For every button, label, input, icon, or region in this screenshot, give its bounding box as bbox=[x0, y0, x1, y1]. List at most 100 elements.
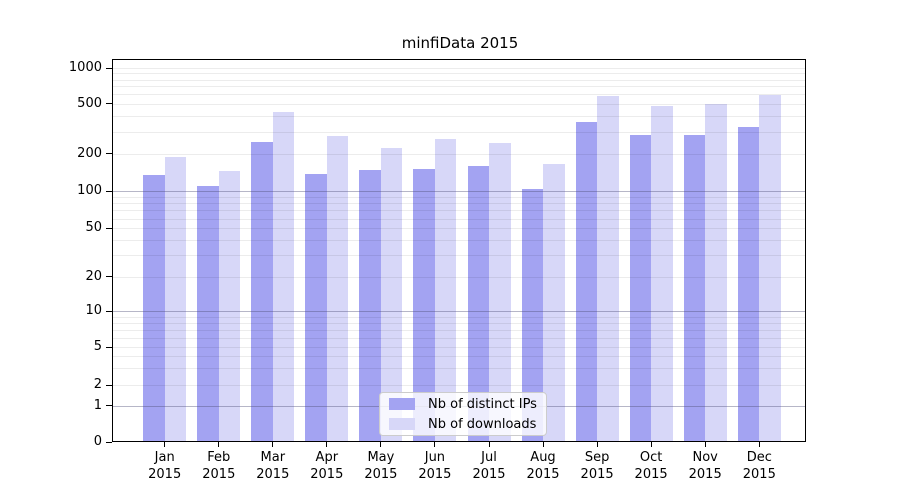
y-tick-label: 5 bbox=[93, 339, 102, 354]
x-label-month: Mar bbox=[260, 450, 286, 465]
bar-downloads-mar bbox=[272, 111, 295, 442]
x-label-year: 2015 bbox=[418, 467, 452, 482]
x-label-month: Jun bbox=[424, 450, 446, 465]
legend-swatch-downloads bbox=[389, 418, 415, 430]
bars-layer bbox=[112, 59, 806, 442]
y-tick-mark bbox=[106, 153, 112, 154]
bar-distinct-ips-feb bbox=[197, 186, 219, 442]
x-label-year: 2015 bbox=[688, 467, 722, 482]
x-tick-mark bbox=[704, 442, 706, 447]
x-label-year: 2015 bbox=[202, 467, 236, 482]
x-tick-label-feb: Feb 2015 bbox=[191, 449, 247, 483]
chart-title: minfiData 2015 bbox=[401, 34, 519, 52]
bar-distinct-ips-nov bbox=[683, 135, 706, 442]
x-label-year: 2015 bbox=[310, 467, 344, 482]
x-label-month: Aug bbox=[530, 450, 556, 465]
x-label-year: 2015 bbox=[580, 467, 614, 482]
x-label-year: 2015 bbox=[364, 467, 398, 482]
bar-distinct-ips-aug bbox=[521, 188, 544, 442]
x-label-month: Apr bbox=[315, 450, 339, 465]
bar-distinct-ips-may bbox=[359, 169, 381, 442]
x-tick-mark bbox=[488, 442, 490, 447]
x-label-month: Feb bbox=[207, 450, 231, 465]
x-tick-mark bbox=[164, 442, 166, 447]
y-tick-label: 1 bbox=[93, 397, 102, 413]
bar-downloads-dec bbox=[759, 94, 781, 442]
x-tick-label-nov: Nov 2015 bbox=[677, 449, 733, 483]
x-tick-mark bbox=[434, 442, 436, 447]
x-label-month: Jul bbox=[481, 450, 497, 465]
x-label-year: 2015 bbox=[526, 467, 560, 482]
bar-downloads-jun bbox=[434, 138, 457, 442]
x-tick-mark bbox=[326, 442, 328, 447]
x-label-year: 2015 bbox=[472, 467, 506, 482]
y-tick-mark bbox=[106, 441, 112, 443]
x-tick-label-jul: Jul 2015 bbox=[461, 449, 517, 483]
bar-downloads-aug bbox=[543, 164, 565, 442]
y-tick-mark bbox=[106, 103, 112, 105]
x-tick-mark bbox=[218, 442, 220, 447]
x-axis: Jan 2015 Feb 2015 Mar 2015 Apr 2015 May 2015 Jun 20… bbox=[112, 59, 806, 482]
x-tick-label-dec: Dec 2015 bbox=[731, 449, 787, 483]
y-tick-mark bbox=[106, 405, 112, 407]
y-axis: 0 1 2 5 10 20 50 100 200 500 1000 bbox=[69, 59, 806, 449]
x-tick-label-mar: Mar 2015 bbox=[245, 449, 301, 483]
y-tick-mark bbox=[106, 276, 112, 278]
bar-distinct-ips-jan bbox=[143, 175, 165, 442]
y-tick-label: 10 bbox=[85, 303, 102, 319]
y-tick-mark bbox=[106, 67, 112, 69]
x-label-month: Sep bbox=[584, 450, 610, 465]
x-tick-mark bbox=[542, 442, 544, 447]
bar-distinct-ips-mar bbox=[251, 142, 273, 442]
bar-distinct-ips-sep bbox=[575, 121, 598, 442]
bar-distinct-ips-dec bbox=[737, 127, 760, 442]
y-tick-label: 50 bbox=[85, 220, 102, 236]
bar-downloads-sep bbox=[597, 96, 619, 442]
bar-downloads-feb bbox=[218, 170, 241, 442]
y-tick-mark bbox=[106, 310, 112, 312]
legend-label-distinct-ips: Nb of distinct IPs bbox=[428, 396, 537, 412]
x-label-month: Nov bbox=[692, 450, 718, 465]
bar-downloads-oct bbox=[651, 106, 673, 442]
plot-area: 0 1 2 5 10 20 50 100 200 500 1000 Jan 2015 Feb 2015 Ma… bbox=[69, 59, 806, 482]
legend-item-downloads: Nb of downloads bbox=[389, 417, 537, 432]
x-label-month: May bbox=[367, 450, 395, 465]
x-label-month: Dec bbox=[746, 450, 772, 465]
bar-distinct-ips-jul bbox=[467, 166, 489, 442]
x-tick-label-aug: Aug 2015 bbox=[515, 449, 571, 483]
y-tick-label: 200 bbox=[77, 145, 102, 161]
y-tick-mark bbox=[106, 227, 112, 229]
x-label-year: 2015 bbox=[148, 467, 182, 482]
x-tick-mark bbox=[380, 442, 382, 447]
legend-item-distinct-ips: Nb of distinct IPs bbox=[389, 397, 537, 412]
y-tick-mark bbox=[106, 346, 112, 348]
y-tick-label: 2 bbox=[93, 377, 102, 392]
y-tick-label: 500 bbox=[77, 95, 102, 111]
x-tick-label-oct: Oct 2015 bbox=[623, 449, 679, 483]
x-label-year: 2015 bbox=[742, 467, 776, 482]
bar-distinct-ips-apr bbox=[305, 174, 327, 442]
y-tick-mark bbox=[106, 384, 112, 386]
x-tick-mark bbox=[272, 442, 274, 447]
legend: Nb of distinct IPs Nb of downloads bbox=[379, 392, 547, 436]
bar-downloads-apr bbox=[326, 136, 349, 442]
y-tick-label: 100 bbox=[77, 183, 102, 199]
y-tick-mark bbox=[106, 190, 112, 192]
x-tick-label-sep: Sep 2015 bbox=[569, 449, 625, 483]
x-tick-mark bbox=[596, 442, 598, 447]
x-label-month: Jan bbox=[154, 450, 175, 465]
x-tick-label-may: May 2015 bbox=[353, 449, 409, 483]
bar-downloads-nov bbox=[705, 103, 727, 442]
y-tick-label: 1000 bbox=[68, 60, 102, 75]
bar-downloads-jul bbox=[489, 143, 511, 442]
x-tick-mark bbox=[758, 442, 760, 447]
y-tick-label: 0 bbox=[93, 434, 102, 449]
x-tick-mark bbox=[650, 442, 652, 447]
bar-downloads-jan bbox=[164, 157, 187, 442]
bar-distinct-ips-oct bbox=[629, 135, 652, 442]
bar-distinct-ips-jun bbox=[413, 169, 435, 442]
y-tick-label: 20 bbox=[85, 268, 102, 284]
x-label-year: 2015 bbox=[634, 467, 668, 482]
x-label-year: 2015 bbox=[256, 467, 290, 482]
